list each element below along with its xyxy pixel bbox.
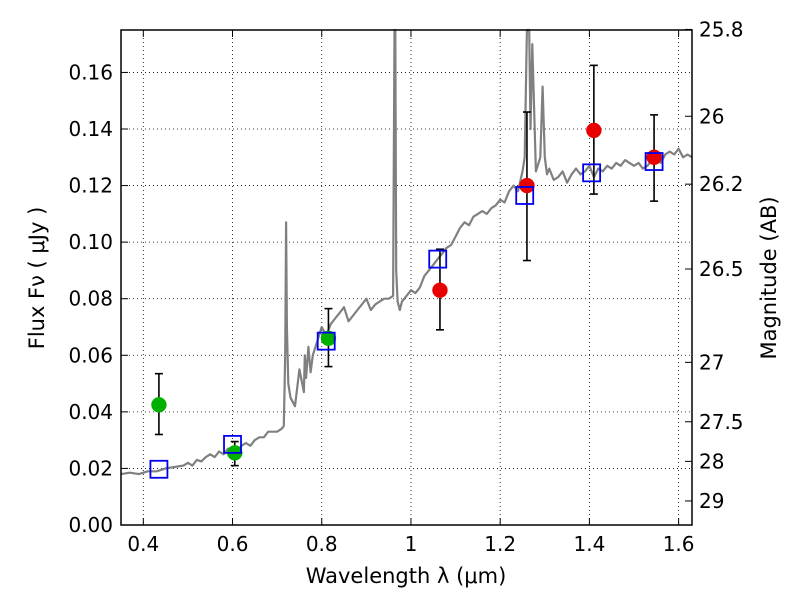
y-tick-label: 0.12 [68, 174, 113, 198]
model-band-marker [316, 331, 336, 351]
x-axis-label: Wavelength λ (μm) [306, 564, 507, 588]
model-band-marker [223, 434, 242, 454]
data-point [432, 282, 448, 298]
right-axis-tick-label: 27.5 [699, 410, 744, 434]
model-band-marker [644, 152, 664, 171]
y-tick-label: 0.00 [68, 513, 113, 537]
model-spectrum [120, 28, 693, 476]
x-tick-label: 1.2 [484, 532, 516, 556]
x-tick-label: 1.6 [663, 532, 695, 556]
model-spectrum-line [120, 28, 693, 476]
model-band-marker [515, 186, 535, 205]
right-axis-tick-label: 26.5 [699, 257, 744, 281]
right-axis-label: Magnitude (AB) [757, 196, 781, 359]
y-tick-label: 0.06 [68, 343, 113, 367]
model-band-marker [149, 459, 169, 479]
y-tick-label: 0.14 [68, 117, 113, 141]
photometry-points [149, 64, 664, 479]
y-tick-label: 0.16 [68, 60, 113, 84]
right-axis-tick-label: 29 [699, 489, 724, 513]
x-tick-label: 1.4 [573, 532, 605, 556]
x-tick-label: 0.4 [127, 532, 159, 556]
data-point [519, 177, 535, 194]
data-point [151, 397, 167, 413]
right-axis-tick-label: 26.2 [699, 172, 744, 196]
y-tick-label: 0.04 [68, 400, 113, 424]
data-point [320, 330, 337, 347]
right-axis-ticks: 25.8 26 26.2 26.5 27 27.5 28 29 [685, 17, 744, 513]
right-axis-tick-label: 26 [699, 104, 724, 128]
plot-frame [120, 29, 693, 526]
right-axis-tick-label: 27 [699, 350, 724, 374]
model-band-marker [582, 163, 602, 183]
x-tick-label: 0.6 [217, 532, 249, 556]
x-tick-label: 1 [405, 532, 418, 556]
data-point [586, 122, 602, 139]
right-axis-tick-label: 28 [699, 449, 724, 473]
x-tick-label: 0.8 [306, 532, 338, 556]
model-band-marker [428, 249, 448, 269]
y-axis-ticks: 0.00 0.02 0.04 0.06 0.08 0.10 0.12 0.14 0.16 [68, 60, 128, 537]
y-tick-label: 0.08 [68, 287, 113, 311]
y-axis-label: Flux Fν ( μJy ) [25, 207, 49, 350]
data-point [646, 149, 662, 166]
grid [121, 30, 692, 525]
x-axis-ticks: 0.4 0.6 0.8 1 1.2 1.4 1.6 [127, 30, 695, 556]
y-tick-label: 0.02 [68, 456, 113, 480]
right-axis-tick-label: 25.8 [699, 17, 744, 41]
y-tick-label: 0.10 [68, 230, 113, 254]
